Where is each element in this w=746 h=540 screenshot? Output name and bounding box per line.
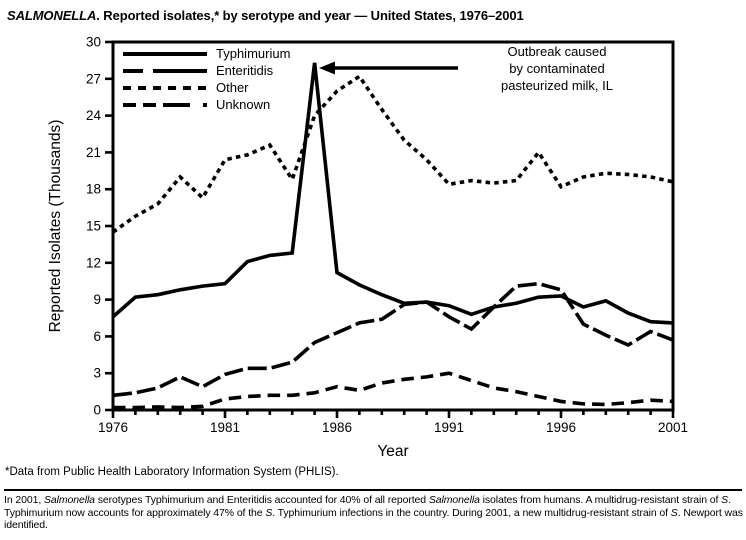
- legend-line-solid-icon: [123, 51, 207, 56]
- outbreak-annotation-line: Outbreak caused: [507, 44, 607, 59]
- series-line-unknown: [113, 371, 674, 410]
- note-text: . Newport was identified.: [4, 506, 743, 532]
- y-axis-tick-label: 21: [86, 145, 101, 160]
- series-line-enteritidis: [112, 281, 674, 398]
- legend-item-typhimurium: Typhimurium: [123, 45, 290, 62]
- note-text: . Typhimurium now accounts for approxima…: [4, 494, 731, 519]
- x-axis-title: Year: [377, 443, 408, 460]
- outbreak-annotation: Outbreak caused by contaminated pasteuri…: [462, 43, 652, 94]
- note-italic-text: S: [670, 506, 678, 519]
- data-source-footnote: *Data from Public Health Laboratory Info…: [5, 466, 339, 478]
- y-axis-tick-label: 0: [93, 403, 101, 418]
- outbreak-annotation-line: by contaminated: [509, 61, 605, 76]
- y-axis-tick-label: 12: [86, 255, 101, 270]
- legend-label: Typhimurium: [216, 46, 291, 61]
- legend-item-other: Other: [123, 79, 290, 96]
- x-axis-tick-label: 1991: [434, 420, 464, 435]
- y-axis-tick-label: 3: [93, 366, 101, 381]
- legend-item-unknown: Unknown: [123, 96, 290, 113]
- note-text: In 2001,: [4, 494, 44, 506]
- note-italic-text: S: [265, 506, 273, 519]
- note-text: serotypes Typhimurium and Enteritidis ac…: [94, 494, 429, 506]
- legend-line-dash-long-icon: [123, 68, 207, 73]
- x-axis-tick-label: 1976: [98, 420, 128, 435]
- salmonella-line-chart: 0 3 6 9 12 15 18 21 24 27 30 1976 1981 1986 1991 1996 20…: [47, 35, 688, 461]
- y-axis-title: Reported Isolates (Thousands): [47, 120, 64, 333]
- y-axis-tick-label: 6: [93, 329, 101, 344]
- legend: Typhimurium Enteritidis Other Unknown: [123, 45, 290, 113]
- legend-line-dotted-icon: [123, 85, 207, 90]
- legend-label: Unknown: [216, 97, 271, 112]
- note-italic-text: Salmonella: [428, 494, 480, 506]
- figure-title-organism: SALMONELLA: [7, 8, 97, 23]
- divider-rule: [4, 489, 742, 491]
- note-text: . Typhimurium infections in the country.…: [272, 506, 671, 519]
- legend-label: Other: [216, 80, 249, 95]
- series-line-typhimurium: [111, 62, 674, 325]
- legend-item-enteritidis: Enteritidis: [123, 62, 290, 79]
- summary-note: In 2001, Salmonella serotypes Typhimuriu…: [4, 494, 745, 532]
- outbreak-annotation-line: pasteurized milk, IL: [501, 78, 613, 93]
- note-text: isolates from humans. A multidrug-resist…: [479, 494, 722, 506]
- y-axis-tick-label: 18: [86, 182, 101, 197]
- y-axis-tick-label: 24: [86, 108, 102, 123]
- figure-title-text: . Reported isolates,* by serotype and ye…: [96, 8, 524, 23]
- y-axis-tick-label: 9: [93, 292, 101, 307]
- legend-line-long-dash-icon: [123, 102, 207, 107]
- annotation-arrowhead: [319, 61, 335, 75]
- y-axis-tick-label: 30: [86, 35, 101, 50]
- figure-title: SALMONELLA. Reported isolates,* by serot…: [7, 8, 524, 23]
- x-axis-tick-label: 1996: [546, 420, 576, 435]
- series-line-other: [111, 73, 674, 234]
- x-axis-tick-label: 1986: [322, 420, 352, 435]
- y-axis-tick-label: 27: [86, 71, 101, 86]
- note-italic-text: S: [721, 494, 729, 506]
- note-italic-text: Salmonella: [43, 494, 95, 506]
- y-axis-tick-label: 15: [86, 219, 101, 234]
- x-axis-tick-label: 2001: [658, 420, 688, 435]
- x-axis-tick-label: 1981: [210, 420, 240, 435]
- legend-label: Enteritidis: [216, 63, 274, 78]
